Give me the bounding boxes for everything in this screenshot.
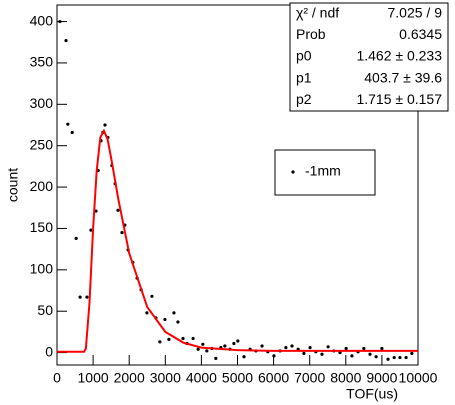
data-point (74, 236, 78, 240)
data-point (89, 228, 93, 232)
x-tick-label: 9000 (366, 370, 397, 386)
data-point (120, 230, 124, 235)
data-point (260, 344, 264, 348)
data-point (70, 130, 74, 135)
data-point (116, 208, 120, 212)
data-point (205, 349, 209, 353)
legend-marker (291, 170, 295, 174)
data-point (392, 355, 396, 360)
stats-label: p1 (296, 69, 312, 85)
data-point (362, 346, 366, 351)
x-tick-label: 4000 (186, 370, 217, 386)
y-tick-label: 50 (37, 302, 53, 318)
data-point (196, 347, 200, 351)
data-point (172, 311, 176, 315)
data-point (58, 19, 62, 24)
stats-label: Prob (296, 26, 326, 42)
y-tick-label: 150 (30, 219, 54, 235)
y-tick-label: 0 (45, 343, 53, 359)
y-tick-label: 300 (30, 95, 54, 111)
data-point (66, 122, 70, 126)
data-point (410, 351, 414, 356)
data-point (398, 355, 402, 360)
data-point (380, 346, 384, 351)
data-point (167, 337, 171, 341)
data-point (284, 346, 288, 350)
data-point (223, 344, 227, 348)
data-point (374, 355, 378, 359)
stats-label: p2 (296, 91, 312, 107)
stats-value: 7.025 / 9 (388, 5, 443, 21)
data-point (350, 354, 354, 358)
stats-label: χ² / ndf (296, 5, 339, 21)
data-point (163, 317, 167, 322)
data-point (176, 320, 180, 324)
data-point (150, 294, 154, 298)
x-tick-label: 0 (53, 370, 61, 386)
x-tick-label: 7000 (294, 370, 325, 386)
x-axis-label: TOF(us) (346, 386, 398, 402)
data-point (145, 311, 149, 315)
data-point (158, 340, 162, 344)
y-tick-label: 350 (30, 54, 54, 70)
data-point (201, 342, 205, 346)
data-point (103, 123, 107, 127)
y-tick-label: 200 (30, 178, 54, 194)
x-tick-label: 3000 (150, 370, 181, 386)
data-point (214, 356, 218, 360)
data-point (191, 336, 195, 341)
data-point (242, 355, 246, 359)
data-point (64, 38, 68, 43)
stats-value: 403.7 ± 39.6 (364, 69, 442, 85)
data-point (85, 295, 89, 299)
x-tick-label: 6000 (258, 370, 289, 386)
x-tick-label: 2000 (114, 370, 145, 386)
data-point (232, 341, 236, 346)
data-point (404, 355, 408, 360)
data-point (272, 354, 276, 358)
x-tick-label: 8000 (330, 370, 361, 386)
fit-curve (57, 128, 418, 353)
stats-box (289, 2, 449, 112)
stats-label: p0 (296, 48, 312, 64)
data-point (386, 357, 390, 361)
legend-label: -1mm (305, 163, 341, 179)
y-tick-label: 100 (30, 261, 54, 277)
data-point (302, 351, 306, 356)
stats-value: 1.462 ± 0.233 (356, 48, 442, 64)
data-point (290, 344, 294, 348)
data-point (181, 336, 185, 341)
data-point (236, 339, 240, 343)
data-point (320, 352, 324, 356)
data-point (344, 346, 348, 351)
data-point (368, 352, 372, 356)
y-tick-label: 250 (30, 136, 54, 152)
x-tick-label: 1000 (78, 370, 109, 386)
x-tick-label: 5000 (222, 370, 253, 386)
y-tick-label: 400 (30, 12, 54, 28)
stats-value: 1.715 ± 0.157 (356, 91, 442, 107)
stats-value: 0.6345 (399, 26, 442, 42)
data-point (308, 346, 312, 350)
data-point (78, 295, 82, 299)
data-point (326, 345, 330, 349)
x-tick-label: 10000 (399, 370, 438, 386)
y-axis-label: count (5, 168, 21, 202)
